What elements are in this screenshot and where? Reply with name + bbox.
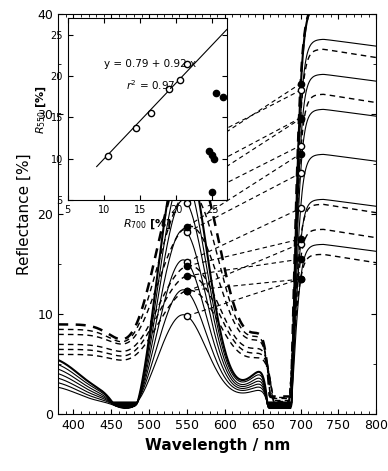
X-axis label: Wavelength / nm: Wavelength / nm (145, 438, 290, 453)
Y-axis label: Reflectance [%]: Reflectance [%] (17, 154, 32, 275)
